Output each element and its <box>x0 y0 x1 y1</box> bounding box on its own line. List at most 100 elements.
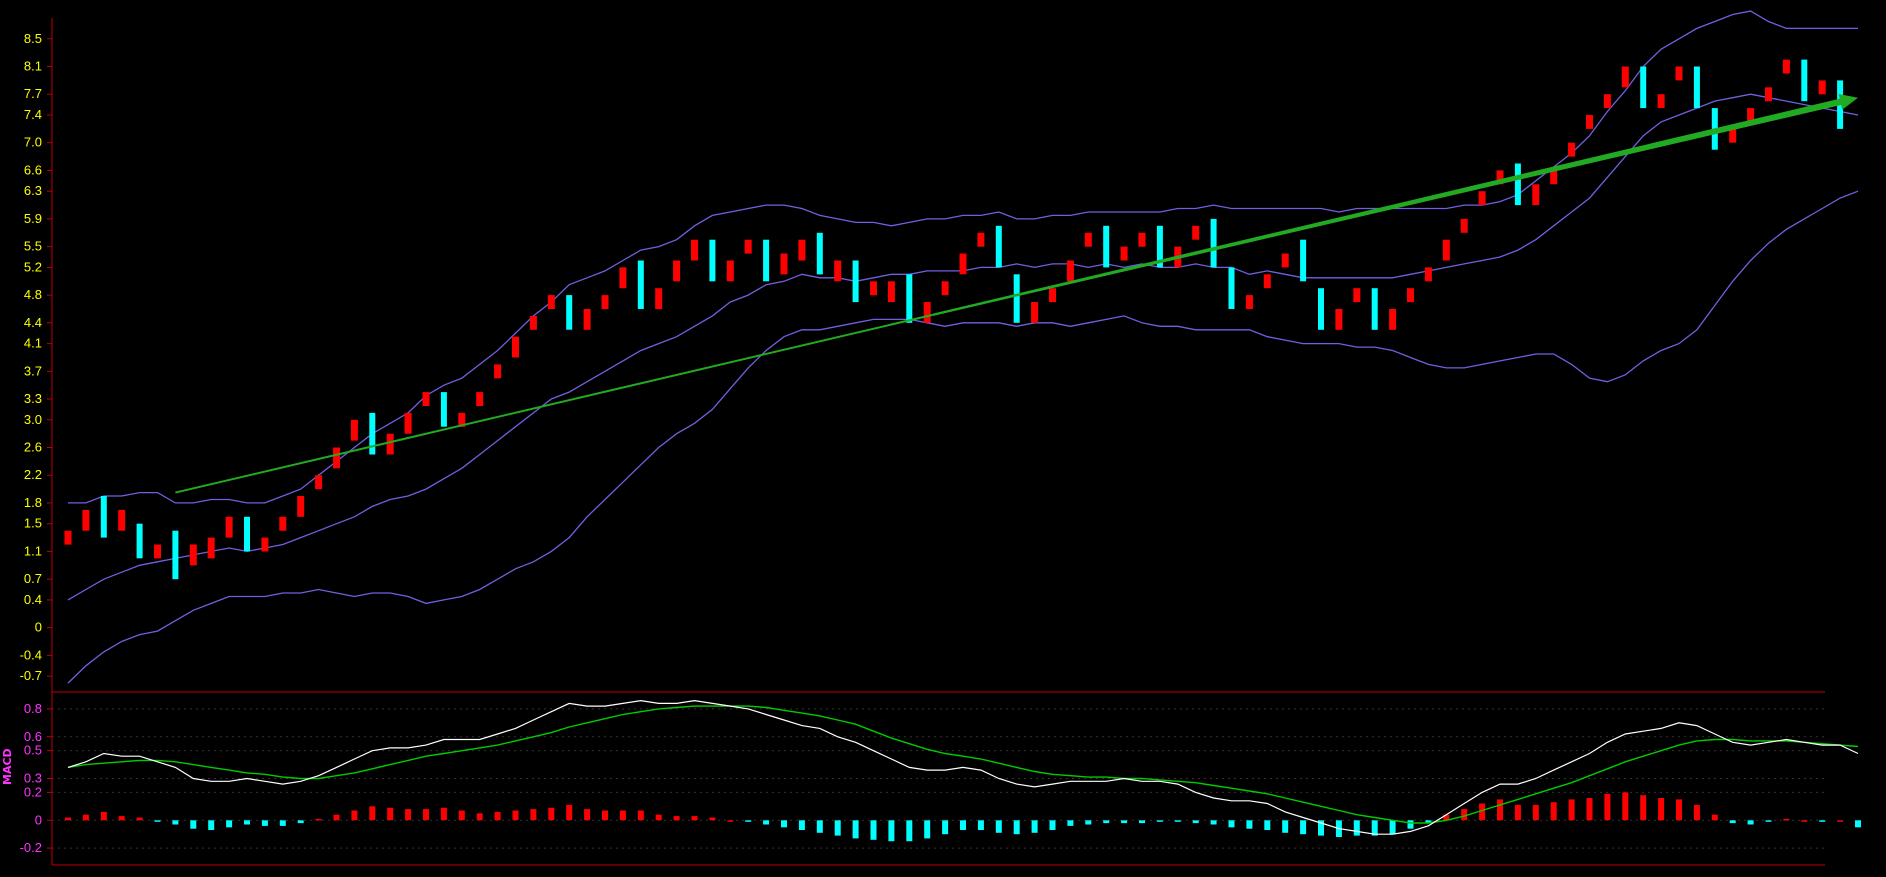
y-tick-label: 3.7 <box>24 363 42 378</box>
macd-bar-negative <box>960 820 966 830</box>
macd-bar-negative <box>1747 820 1754 825</box>
macd-bar-positive <box>315 818 322 821</box>
trend-arrow <box>175 94 1858 494</box>
candle-up <box>1066 260 1074 282</box>
candle-down <box>100 496 107 538</box>
macd-bar-negative <box>1765 820 1772 822</box>
candle-up <box>350 419 358 441</box>
macd-bar-negative <box>1855 820 1861 828</box>
candle-up <box>655 288 663 309</box>
y-tick-label: 6.3 <box>24 183 42 198</box>
y-tick-label: 1.1 <box>24 543 42 558</box>
macd-bar-positive <box>333 814 340 821</box>
candle-down <box>1693 66 1700 109</box>
candle-up <box>1818 80 1826 95</box>
macd-bar-positive <box>602 810 608 821</box>
candle-up <box>1586 115 1593 129</box>
macd-bar-positive <box>1837 820 1844 822</box>
candle-up <box>1729 128 1737 143</box>
candle-up <box>1478 191 1486 206</box>
macd-bar-positive <box>1550 802 1557 821</box>
macd-bar-positive <box>1568 799 1575 821</box>
lower-band-line <box>67 190 1859 684</box>
macd-bar-negative <box>852 820 859 839</box>
candle-up <box>82 509 90 531</box>
y-tick-label: 0.4 <box>24 592 42 607</box>
macd-bar-positive <box>1586 798 1593 821</box>
candle-up <box>977 232 985 247</box>
candle-up <box>154 544 161 559</box>
candle-up <box>923 302 931 323</box>
macd-bar-positive <box>1479 803 1486 821</box>
macd-bar-negative <box>1371 820 1378 836</box>
y-tick-label: 2.6 <box>24 440 42 455</box>
dea-line <box>67 705 1859 824</box>
macd-bar-negative <box>1819 820 1826 822</box>
candle-up <box>959 253 967 275</box>
macd-bar-negative <box>297 820 304 824</box>
macd-bar-positive <box>387 807 394 821</box>
macd-bar-negative <box>1174 820 1181 822</box>
trend-line-thin <box>175 313 933 494</box>
candle-up <box>601 295 609 309</box>
macd-bar-negative <box>816 820 823 833</box>
candle-up <box>1407 288 1414 303</box>
macd-bar-positive <box>1711 814 1718 821</box>
macd-bar-positive <box>1497 799 1503 821</box>
candle-up <box>1675 66 1683 81</box>
macd-bar-positive <box>405 809 412 821</box>
candle-down <box>1514 163 1521 206</box>
candle-up <box>261 537 269 552</box>
macd-bar-positive <box>100 811 107 821</box>
y-tick-label: 5.5 <box>24 239 42 254</box>
candle-up <box>619 267 627 289</box>
y-tick-label: 4.4 <box>24 315 42 330</box>
macd-bar-negative <box>1407 820 1414 829</box>
candle-up <box>1621 66 1629 88</box>
macd-bar-negative <box>781 820 787 828</box>
macd-tick-label: -0.2 <box>20 840 42 855</box>
macd-bar-negative <box>1156 820 1163 822</box>
macd-bar-negative <box>1085 820 1092 825</box>
macd-bar-positive <box>65 817 71 821</box>
macd-bar-positive <box>1443 814 1450 821</box>
macd-bar-positive <box>440 807 447 821</box>
y-tick-label: 7.7 <box>24 86 42 101</box>
macd-bar-positive <box>494 811 501 821</box>
candle-down <box>172 530 179 580</box>
macd-bar-negative <box>1228 820 1235 828</box>
macd-bar-negative <box>834 820 841 836</box>
candle-up <box>1192 225 1200 240</box>
middle-band-line <box>67 93 1859 601</box>
macd-bar-negative <box>1139 820 1145 824</box>
y-tick-label: 3.0 <box>24 412 42 427</box>
candle-down <box>995 225 1002 268</box>
y-tick-label: 3.3 <box>24 391 42 406</box>
candle-up <box>1281 253 1289 268</box>
candle-down <box>1318 288 1324 330</box>
y-tick-label: 1.5 <box>24 516 42 531</box>
macd-bar-positive <box>136 817 143 821</box>
candle-down <box>440 392 447 427</box>
macd-bar-negative <box>888 820 895 842</box>
macd-bar-negative <box>1049 820 1056 830</box>
candle-up <box>529 315 537 330</box>
macd-bar-positive <box>458 810 465 821</box>
candle-up <box>547 295 555 309</box>
macd-bar-positive <box>512 810 519 821</box>
macd-bar-positive <box>82 814 89 821</box>
macd-bar-negative <box>1300 820 1307 835</box>
macd-tick-label: 0.8 <box>24 701 42 716</box>
candle-down <box>1228 267 1235 309</box>
y-tick-label: 7.4 <box>24 107 42 122</box>
macd-bar-positive <box>1532 804 1539 821</box>
candle-up <box>834 260 842 282</box>
bollinger-bands <box>67 10 1859 684</box>
candle-down <box>637 260 644 309</box>
candle-up <box>1550 170 1558 185</box>
macd-bar-positive <box>727 820 734 822</box>
candle-up <box>207 537 215 559</box>
y-tick-label: -0.7 <box>20 668 42 683</box>
